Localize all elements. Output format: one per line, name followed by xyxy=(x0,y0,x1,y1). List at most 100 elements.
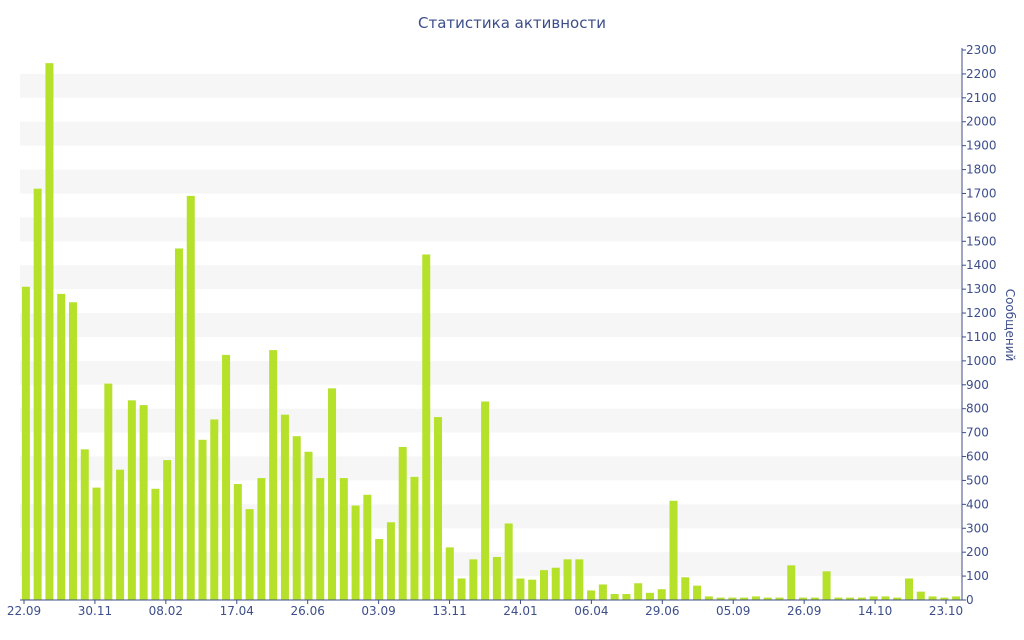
bar[interactable] xyxy=(398,446,407,600)
bar[interactable] xyxy=(622,594,631,600)
y-tick-label: 1700 xyxy=(966,186,997,200)
bar[interactable] xyxy=(457,578,466,600)
bar[interactable] xyxy=(693,585,702,600)
y-tick-label: 100 xyxy=(966,569,989,583)
bar[interactable] xyxy=(492,556,501,600)
bar[interactable] xyxy=(481,401,490,600)
bar[interactable] xyxy=(80,449,89,600)
bar[interactable] xyxy=(563,559,572,600)
grid-band xyxy=(20,552,962,577)
bar[interactable] xyxy=(893,597,902,600)
bar[interactable] xyxy=(186,195,195,600)
bar[interactable] xyxy=(645,592,654,600)
bar[interactable] xyxy=(704,596,713,600)
grid-band xyxy=(20,73,962,98)
bar[interactable] xyxy=(928,596,937,600)
bar[interactable] xyxy=(775,597,784,600)
bar[interactable] xyxy=(127,400,136,600)
bar[interactable] xyxy=(575,559,584,600)
bar[interactable] xyxy=(810,597,819,600)
bar[interactable] xyxy=(386,522,395,600)
bar[interactable] xyxy=(469,559,478,600)
bar[interactable] xyxy=(245,509,254,600)
bar[interactable] xyxy=(57,293,66,600)
bar[interactable] xyxy=(634,583,643,600)
bar[interactable] xyxy=(422,254,431,600)
x-tick-label: 08.02 xyxy=(149,604,183,618)
y-tick-label: 500 xyxy=(966,473,989,487)
bar[interactable] xyxy=(233,484,242,600)
bar[interactable] xyxy=(857,597,866,600)
bar[interactable] xyxy=(210,419,219,600)
y-tick-label: 700 xyxy=(966,426,989,440)
x-tick-label: 22.09 xyxy=(7,604,41,618)
y-tick-label: 1600 xyxy=(966,210,997,224)
bar[interactable] xyxy=(916,591,925,600)
bar[interactable] xyxy=(174,248,183,600)
bar[interactable] xyxy=(846,597,855,600)
bar[interactable] xyxy=(33,188,42,600)
bar[interactable] xyxy=(92,487,101,600)
bar[interactable] xyxy=(869,596,878,600)
bar[interactable] xyxy=(610,594,619,600)
bar[interactable] xyxy=(304,451,313,600)
bar[interactable] xyxy=(445,547,454,600)
y-tick-label: 0 xyxy=(966,593,974,607)
x-tick-label: 30.11 xyxy=(78,604,112,618)
bar[interactable] xyxy=(222,354,231,600)
bar[interactable] xyxy=(151,488,160,600)
bar[interactable] xyxy=(716,597,725,600)
bar[interactable] xyxy=(551,567,560,600)
bar[interactable] xyxy=(328,388,337,600)
bar[interactable] xyxy=(410,476,419,600)
grid-band xyxy=(20,360,962,385)
bar[interactable] xyxy=(339,478,348,600)
y-tick-label: 1300 xyxy=(966,282,997,296)
bar[interactable] xyxy=(728,597,737,600)
y-tick-label: 900 xyxy=(966,378,989,392)
bar[interactable] xyxy=(68,302,77,600)
bar[interactable] xyxy=(657,589,666,600)
bar[interactable] xyxy=(163,460,172,600)
bar[interactable] xyxy=(787,565,796,600)
bar[interactable] xyxy=(104,383,113,600)
bar[interactable] xyxy=(598,584,607,600)
x-axis: 22.09 30.11 08.02 17.04 26.06 03.09 13.11 24.01… xyxy=(7,599,963,618)
bar[interactable] xyxy=(681,577,690,600)
bar[interactable] xyxy=(940,597,949,600)
bar[interactable] xyxy=(139,405,148,600)
bar[interactable] xyxy=(198,439,207,600)
bar[interactable] xyxy=(528,579,537,600)
bar[interactable] xyxy=(881,596,890,600)
y-tick-label: 600 xyxy=(966,450,989,464)
bar[interactable] xyxy=(363,494,372,600)
bar[interactable] xyxy=(269,350,278,600)
bar[interactable] xyxy=(799,597,808,600)
bar[interactable] xyxy=(280,414,289,600)
chart-title: Статистика активности xyxy=(418,14,606,32)
bar[interactable] xyxy=(952,596,961,600)
bar[interactable] xyxy=(740,597,749,600)
bar[interactable] xyxy=(116,469,125,600)
bar[interactable] xyxy=(434,417,443,600)
bar[interactable] xyxy=(21,286,30,600)
bar[interactable] xyxy=(316,478,325,600)
x-tick-label: 29.06 xyxy=(645,604,679,618)
bar[interactable] xyxy=(751,596,760,600)
bar[interactable] xyxy=(587,590,596,600)
bar[interactable] xyxy=(45,63,54,601)
bar[interactable] xyxy=(905,578,914,600)
bar[interactable] xyxy=(351,505,360,600)
bar[interactable] xyxy=(375,539,384,600)
bar[interactable] xyxy=(539,570,548,600)
bar[interactable] xyxy=(292,436,301,600)
y-tick-label: 1200 xyxy=(966,306,997,320)
bar[interactable] xyxy=(669,500,678,600)
bar[interactable] xyxy=(516,578,525,600)
bar[interactable] xyxy=(763,597,772,600)
bar[interactable] xyxy=(257,478,266,600)
bar[interactable] xyxy=(822,571,831,600)
bar[interactable] xyxy=(834,597,843,600)
bar[interactable] xyxy=(504,523,513,600)
